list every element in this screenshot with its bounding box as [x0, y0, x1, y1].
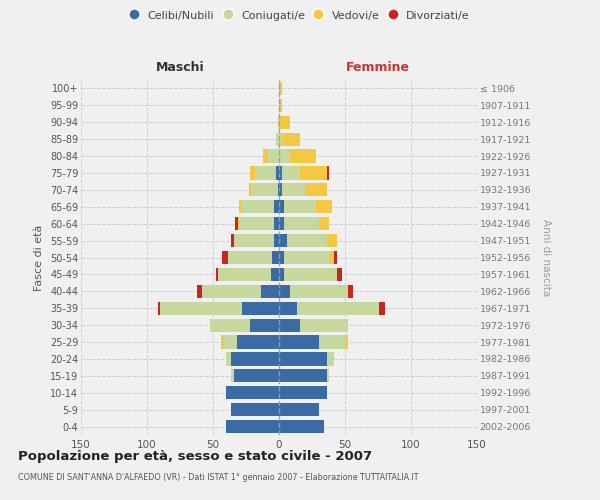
Bar — [326, 369, 329, 382]
Bar — [278, 184, 279, 196]
Bar — [218, 268, 271, 281]
Bar — [202, 284, 260, 298]
Bar — [279, 234, 287, 247]
Y-axis label: Anni di nascita: Anni di nascita — [541, 219, 551, 296]
Bar — [274, 200, 279, 213]
Bar — [290, 284, 347, 298]
Bar — [279, 251, 284, 264]
Text: Maschi: Maschi — [155, 61, 205, 74]
Bar — [284, 217, 319, 230]
Bar — [279, 166, 281, 179]
Bar — [232, 403, 279, 416]
Bar — [239, 200, 242, 213]
Bar — [272, 251, 279, 264]
Bar — [248, 184, 251, 196]
Bar — [251, 184, 278, 196]
Bar — [268, 150, 279, 162]
Bar — [242, 200, 274, 213]
Bar — [279, 132, 281, 146]
Bar — [326, 166, 329, 179]
Bar — [235, 217, 238, 230]
Text: COMUNE DI SANT'ANNA D'ALFAEDO (VR) - Dati ISTAT 1° gennaio 2007 - Elaborazione T: COMUNE DI SANT'ANNA D'ALFAEDO (VR) - Dat… — [18, 472, 419, 482]
Bar — [234, 234, 274, 247]
Bar — [226, 420, 279, 433]
Bar — [271, 268, 279, 281]
Bar — [279, 82, 281, 95]
Bar — [347, 284, 353, 298]
Bar — [345, 336, 347, 348]
Bar — [279, 420, 324, 433]
Bar — [279, 284, 290, 298]
Bar — [329, 251, 334, 264]
Bar — [279, 150, 290, 162]
Bar — [279, 116, 290, 129]
Bar — [287, 234, 326, 247]
Bar — [227, 251, 272, 264]
Bar — [197, 284, 202, 298]
Bar — [222, 251, 227, 264]
Bar — [279, 302, 298, 315]
Legend: Celibi/Nubili, Coniugati/e, Vedovi/e, Divorziati/e: Celibi/Nubili, Coniugati/e, Vedovi/e, Di… — [125, 6, 475, 25]
Bar — [158, 302, 160, 315]
Bar — [279, 217, 284, 230]
Bar — [255, 166, 277, 179]
Bar — [279, 352, 326, 366]
Bar — [260, 284, 279, 298]
Bar — [279, 336, 319, 348]
Bar — [274, 234, 279, 247]
Bar — [319, 336, 345, 348]
Bar — [215, 268, 218, 281]
Bar — [279, 403, 319, 416]
Bar — [263, 150, 268, 162]
Bar — [221, 336, 224, 348]
Bar — [319, 217, 329, 230]
Bar — [279, 99, 281, 112]
Bar — [284, 251, 329, 264]
Bar — [224, 336, 237, 348]
Bar — [226, 352, 232, 366]
Bar — [379, 302, 385, 315]
Bar — [326, 352, 334, 366]
Bar — [232, 369, 234, 382]
Bar — [281, 184, 305, 196]
Bar — [279, 386, 326, 400]
Bar — [316, 200, 332, 213]
Bar — [279, 369, 326, 382]
Bar — [290, 150, 316, 162]
Y-axis label: Fasce di età: Fasce di età — [34, 224, 44, 290]
Bar — [160, 302, 242, 315]
Bar — [337, 268, 343, 281]
Bar — [238, 217, 239, 230]
Bar — [234, 369, 279, 382]
Bar — [242, 302, 279, 315]
Bar — [279, 200, 284, 213]
Bar — [279, 184, 281, 196]
Bar — [284, 268, 337, 281]
Bar — [274, 217, 279, 230]
Bar — [334, 251, 337, 264]
Bar — [232, 234, 234, 247]
Text: Femmine: Femmine — [346, 61, 410, 74]
Text: Popolazione per età, sesso e stato civile - 2007: Popolazione per età, sesso e stato civil… — [18, 450, 372, 463]
Bar — [281, 166, 300, 179]
Bar — [298, 302, 379, 315]
Bar — [226, 386, 279, 400]
Bar — [300, 166, 326, 179]
Bar — [277, 166, 279, 179]
Bar — [232, 352, 279, 366]
Bar — [284, 200, 316, 213]
Bar — [300, 318, 347, 332]
Bar — [250, 166, 255, 179]
Bar — [237, 336, 279, 348]
Bar — [239, 217, 274, 230]
Bar — [281, 132, 300, 146]
Bar — [279, 268, 284, 281]
Bar — [305, 184, 326, 196]
Bar — [326, 234, 337, 247]
Bar — [279, 318, 300, 332]
Bar — [278, 116, 279, 129]
Bar — [277, 132, 279, 146]
Bar — [211, 318, 250, 332]
Bar — [250, 318, 279, 332]
